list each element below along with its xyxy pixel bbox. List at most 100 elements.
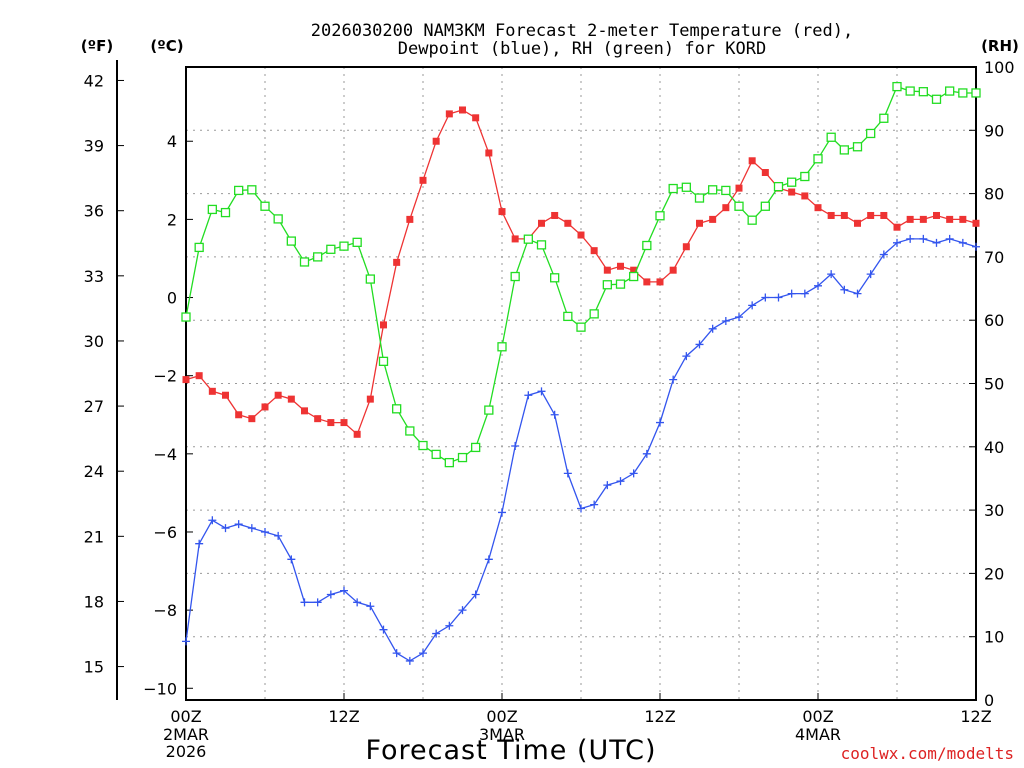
temperature-point bbox=[445, 110, 453, 118]
temperature-point bbox=[617, 262, 624, 270]
celsius-tick-label: −4 bbox=[153, 445, 177, 464]
rh-point bbox=[734, 201, 744, 211]
rh-point bbox=[721, 185, 731, 196]
dewpoint-point bbox=[616, 477, 625, 486]
rh-point bbox=[457, 452, 468, 463]
rh-tick-label: 90 bbox=[984, 121, 1004, 140]
celsius-tick-label: 4 bbox=[167, 132, 177, 151]
rh-tick-label: 100 bbox=[984, 58, 1015, 77]
fahrenheit-tick-label: 42 bbox=[84, 71, 104, 90]
grid bbox=[186, 67, 976, 700]
rh-point bbox=[839, 145, 849, 155]
temperature-point bbox=[946, 215, 954, 223]
dewpoint-point bbox=[708, 324, 717, 333]
rh-point bbox=[550, 273, 560, 283]
temperature-point bbox=[248, 415, 256, 423]
temperature-point bbox=[696, 219, 703, 227]
rh-tick-label: 0 bbox=[984, 691, 994, 710]
temperature-point bbox=[208, 387, 216, 395]
rh-point bbox=[207, 204, 217, 215]
dewpoint-point bbox=[721, 316, 730, 325]
rh-point bbox=[484, 405, 494, 415]
temperature-point bbox=[577, 231, 585, 239]
dewpoint-point bbox=[656, 418, 664, 427]
temperature-point bbox=[735, 184, 743, 192]
dewpoint-point bbox=[695, 340, 704, 349]
rh-point bbox=[747, 215, 757, 225]
x-tick-label: 12Z bbox=[960, 707, 991, 726]
temperature-point bbox=[222, 391, 229, 399]
rh-point bbox=[405, 426, 415, 436]
rh-point bbox=[918, 87, 928, 97]
dewpoint-point bbox=[471, 590, 480, 599]
temperature-point bbox=[353, 430, 361, 438]
temperature-point bbox=[933, 211, 940, 219]
chart-title-line-2: Dewpoint (blue), RH (green) for KORD bbox=[398, 39, 766, 59]
x-tick-label: 12Z bbox=[328, 707, 359, 726]
rh-point bbox=[576, 322, 586, 332]
dewpoint-point bbox=[761, 293, 770, 302]
dewpoint-point bbox=[247, 524, 256, 533]
celsius-tick-label: −10 bbox=[143, 679, 177, 698]
rh-point bbox=[194, 242, 204, 253]
dewpoint-point bbox=[577, 504, 585, 513]
rh-tick-label: 80 bbox=[984, 185, 1004, 204]
dewpoint-line bbox=[185, 238, 977, 662]
dewpoint-point bbox=[445, 621, 454, 630]
rh-point bbox=[431, 449, 441, 460]
temperature-point bbox=[419, 176, 427, 184]
celsius-tick-label: −2 bbox=[153, 367, 177, 386]
x-tick-label: 00Z bbox=[802, 707, 833, 726]
rh-point bbox=[563, 311, 573, 322]
dewpoint-point bbox=[195, 539, 204, 548]
temperature-point bbox=[459, 106, 466, 114]
dewpoint-point bbox=[787, 289, 796, 298]
credit-link[interactable]: coolwx.com/modelts bbox=[841, 744, 1014, 763]
rh-point bbox=[352, 237, 362, 247]
rh-point bbox=[602, 280, 612, 290]
rh-point bbox=[681, 182, 691, 192]
rh-point bbox=[220, 207, 231, 218]
temperature-point bbox=[709, 215, 717, 223]
dewpoint-point bbox=[326, 590, 335, 599]
dewpoint-point bbox=[919, 234, 928, 243]
x-tick-date-label: 3MAR bbox=[479, 725, 525, 744]
rh-tick-label: 30 bbox=[984, 501, 1004, 520]
rh-point bbox=[826, 132, 836, 142]
dewpoint-point bbox=[840, 285, 849, 294]
dewpoint-point bbox=[629, 469, 638, 478]
temperature-point bbox=[182, 376, 190, 384]
rh-point bbox=[800, 171, 810, 182]
dewpoint-point bbox=[498, 508, 506, 517]
rh-tick-label: 40 bbox=[984, 438, 1004, 457]
temperature-point bbox=[840, 211, 848, 219]
rh-point bbox=[523, 234, 533, 244]
temperature-point bbox=[893, 223, 901, 231]
rh-point bbox=[958, 88, 968, 98]
temperature-point bbox=[538, 219, 545, 227]
temperature-point bbox=[801, 192, 809, 200]
rh-point bbox=[392, 404, 402, 414]
temperature-point bbox=[656, 278, 664, 286]
dewpoint-point bbox=[563, 469, 572, 478]
x-tick-label: 00Z bbox=[170, 707, 201, 726]
dewpoint-point bbox=[603, 481, 612, 490]
temperature-point bbox=[235, 411, 243, 419]
temperature-point bbox=[564, 219, 572, 227]
fahrenheit-tick-label: 18 bbox=[84, 592, 104, 611]
temperature-point bbox=[959, 215, 967, 223]
temperature-point bbox=[472, 114, 480, 122]
rh-point bbox=[471, 442, 481, 453]
rh-point bbox=[510, 271, 520, 282]
rh-point bbox=[708, 185, 718, 195]
dewpoint-point bbox=[432, 629, 441, 638]
dewpoint-point bbox=[827, 270, 836, 279]
temperature-point bbox=[972, 219, 980, 227]
rh-point bbox=[365, 274, 375, 284]
dewpoint-point bbox=[550, 410, 559, 419]
temperature-point bbox=[195, 372, 203, 380]
dewpoint-point bbox=[669, 375, 678, 384]
temperature-point bbox=[682, 243, 690, 251]
rh-tick-label: 60 bbox=[984, 311, 1004, 330]
